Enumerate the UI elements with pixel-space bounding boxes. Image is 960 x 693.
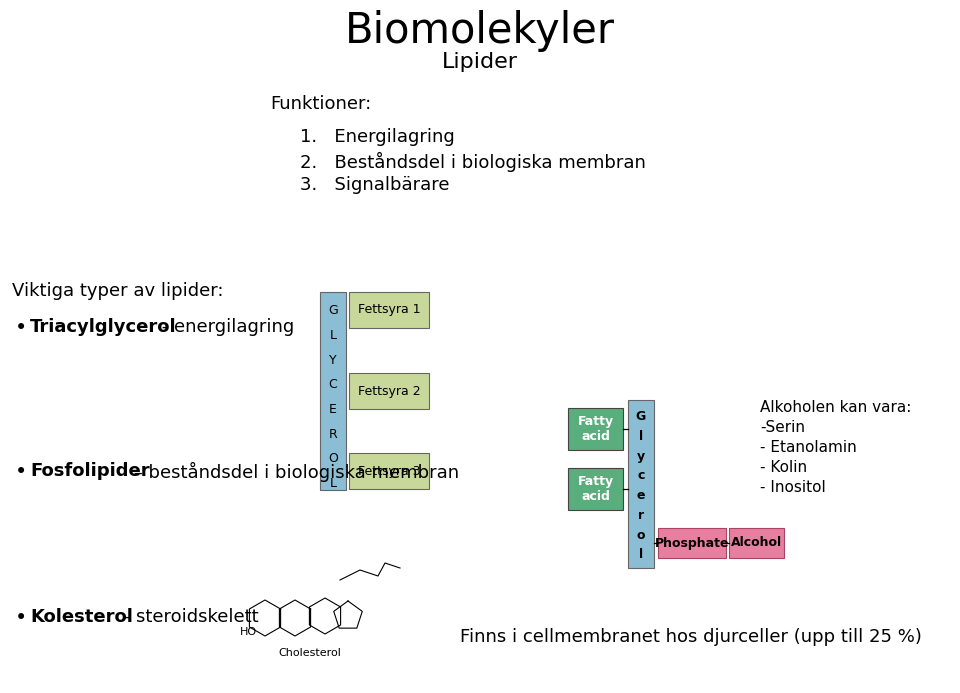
- Text: l: l: [639, 548, 643, 561]
- Text: Triacylglycerol: Triacylglycerol: [30, 318, 177, 336]
- Text: o: o: [636, 529, 645, 542]
- Text: Y: Y: [329, 353, 337, 367]
- Text: L: L: [329, 477, 337, 490]
- Text: - Inositol: - Inositol: [760, 480, 826, 495]
- Text: 1.   Energilagring: 1. Energilagring: [300, 128, 455, 146]
- Text: Fettsyra 3: Fettsyra 3: [358, 464, 420, 477]
- Text: •: •: [15, 318, 27, 338]
- Text: Funktioner:: Funktioner:: [270, 95, 372, 113]
- Text: - Kolin: - Kolin: [760, 460, 807, 475]
- Text: Fosfolipider: Fosfolipider: [30, 462, 150, 480]
- Text: - energilagring: - energilagring: [156, 318, 295, 336]
- Text: •: •: [15, 462, 27, 482]
- Text: - Etanolamin: - Etanolamin: [760, 440, 856, 455]
- Text: Fatty
acid: Fatty acid: [577, 415, 613, 443]
- Text: Finns i cellmembranet hos djurceller (upp till 25 %): Finns i cellmembranet hos djurceller (up…: [460, 628, 922, 646]
- Text: – beståndsdel i biologiska membran: – beståndsdel i biologiska membran: [128, 462, 459, 482]
- FancyBboxPatch shape: [658, 528, 726, 558]
- Text: l: l: [639, 430, 643, 443]
- Text: HO: HO: [240, 627, 257, 637]
- Text: -Serin: -Serin: [760, 420, 805, 435]
- Text: r: r: [638, 509, 644, 522]
- FancyBboxPatch shape: [349, 373, 429, 409]
- Text: Fatty
acid: Fatty acid: [577, 475, 613, 503]
- Text: Cholesterol: Cholesterol: [278, 648, 342, 658]
- Text: O: O: [328, 453, 338, 466]
- Text: c: c: [637, 469, 645, 482]
- Text: •: •: [15, 608, 27, 628]
- Text: E: E: [329, 403, 337, 416]
- Text: Viktiga typer av lipider:: Viktiga typer av lipider:: [12, 282, 224, 300]
- Text: Kolesterol: Kolesterol: [30, 608, 132, 626]
- Text: 3.   Signalbärare: 3. Signalbärare: [300, 176, 449, 194]
- FancyBboxPatch shape: [568, 408, 623, 450]
- FancyBboxPatch shape: [349, 453, 429, 489]
- Text: Phosphate: Phosphate: [655, 536, 730, 550]
- FancyBboxPatch shape: [628, 400, 654, 568]
- Text: Alcohol: Alcohol: [731, 536, 782, 550]
- FancyBboxPatch shape: [349, 292, 429, 328]
- Text: G: G: [636, 410, 646, 423]
- Text: - steroidskelett: - steroidskelett: [118, 608, 258, 626]
- Text: G: G: [328, 304, 338, 317]
- Text: C: C: [328, 378, 337, 392]
- Text: Fettsyra 1: Fettsyra 1: [358, 304, 420, 317]
- Text: Alkoholen kan vara:: Alkoholen kan vara:: [760, 400, 911, 415]
- Text: Biomolekyler: Biomolekyler: [345, 10, 615, 52]
- FancyBboxPatch shape: [568, 468, 623, 510]
- Text: e: e: [636, 489, 645, 502]
- Text: R: R: [328, 428, 337, 441]
- Text: L: L: [329, 328, 337, 342]
- FancyBboxPatch shape: [729, 528, 784, 558]
- Text: y: y: [636, 450, 645, 462]
- Text: 2.   Beståndsdel i biologiska membran: 2. Beståndsdel i biologiska membran: [300, 152, 646, 172]
- FancyBboxPatch shape: [320, 292, 346, 490]
- Text: Lipider: Lipider: [442, 52, 518, 72]
- Text: Fettsyra 2: Fettsyra 2: [358, 385, 420, 398]
